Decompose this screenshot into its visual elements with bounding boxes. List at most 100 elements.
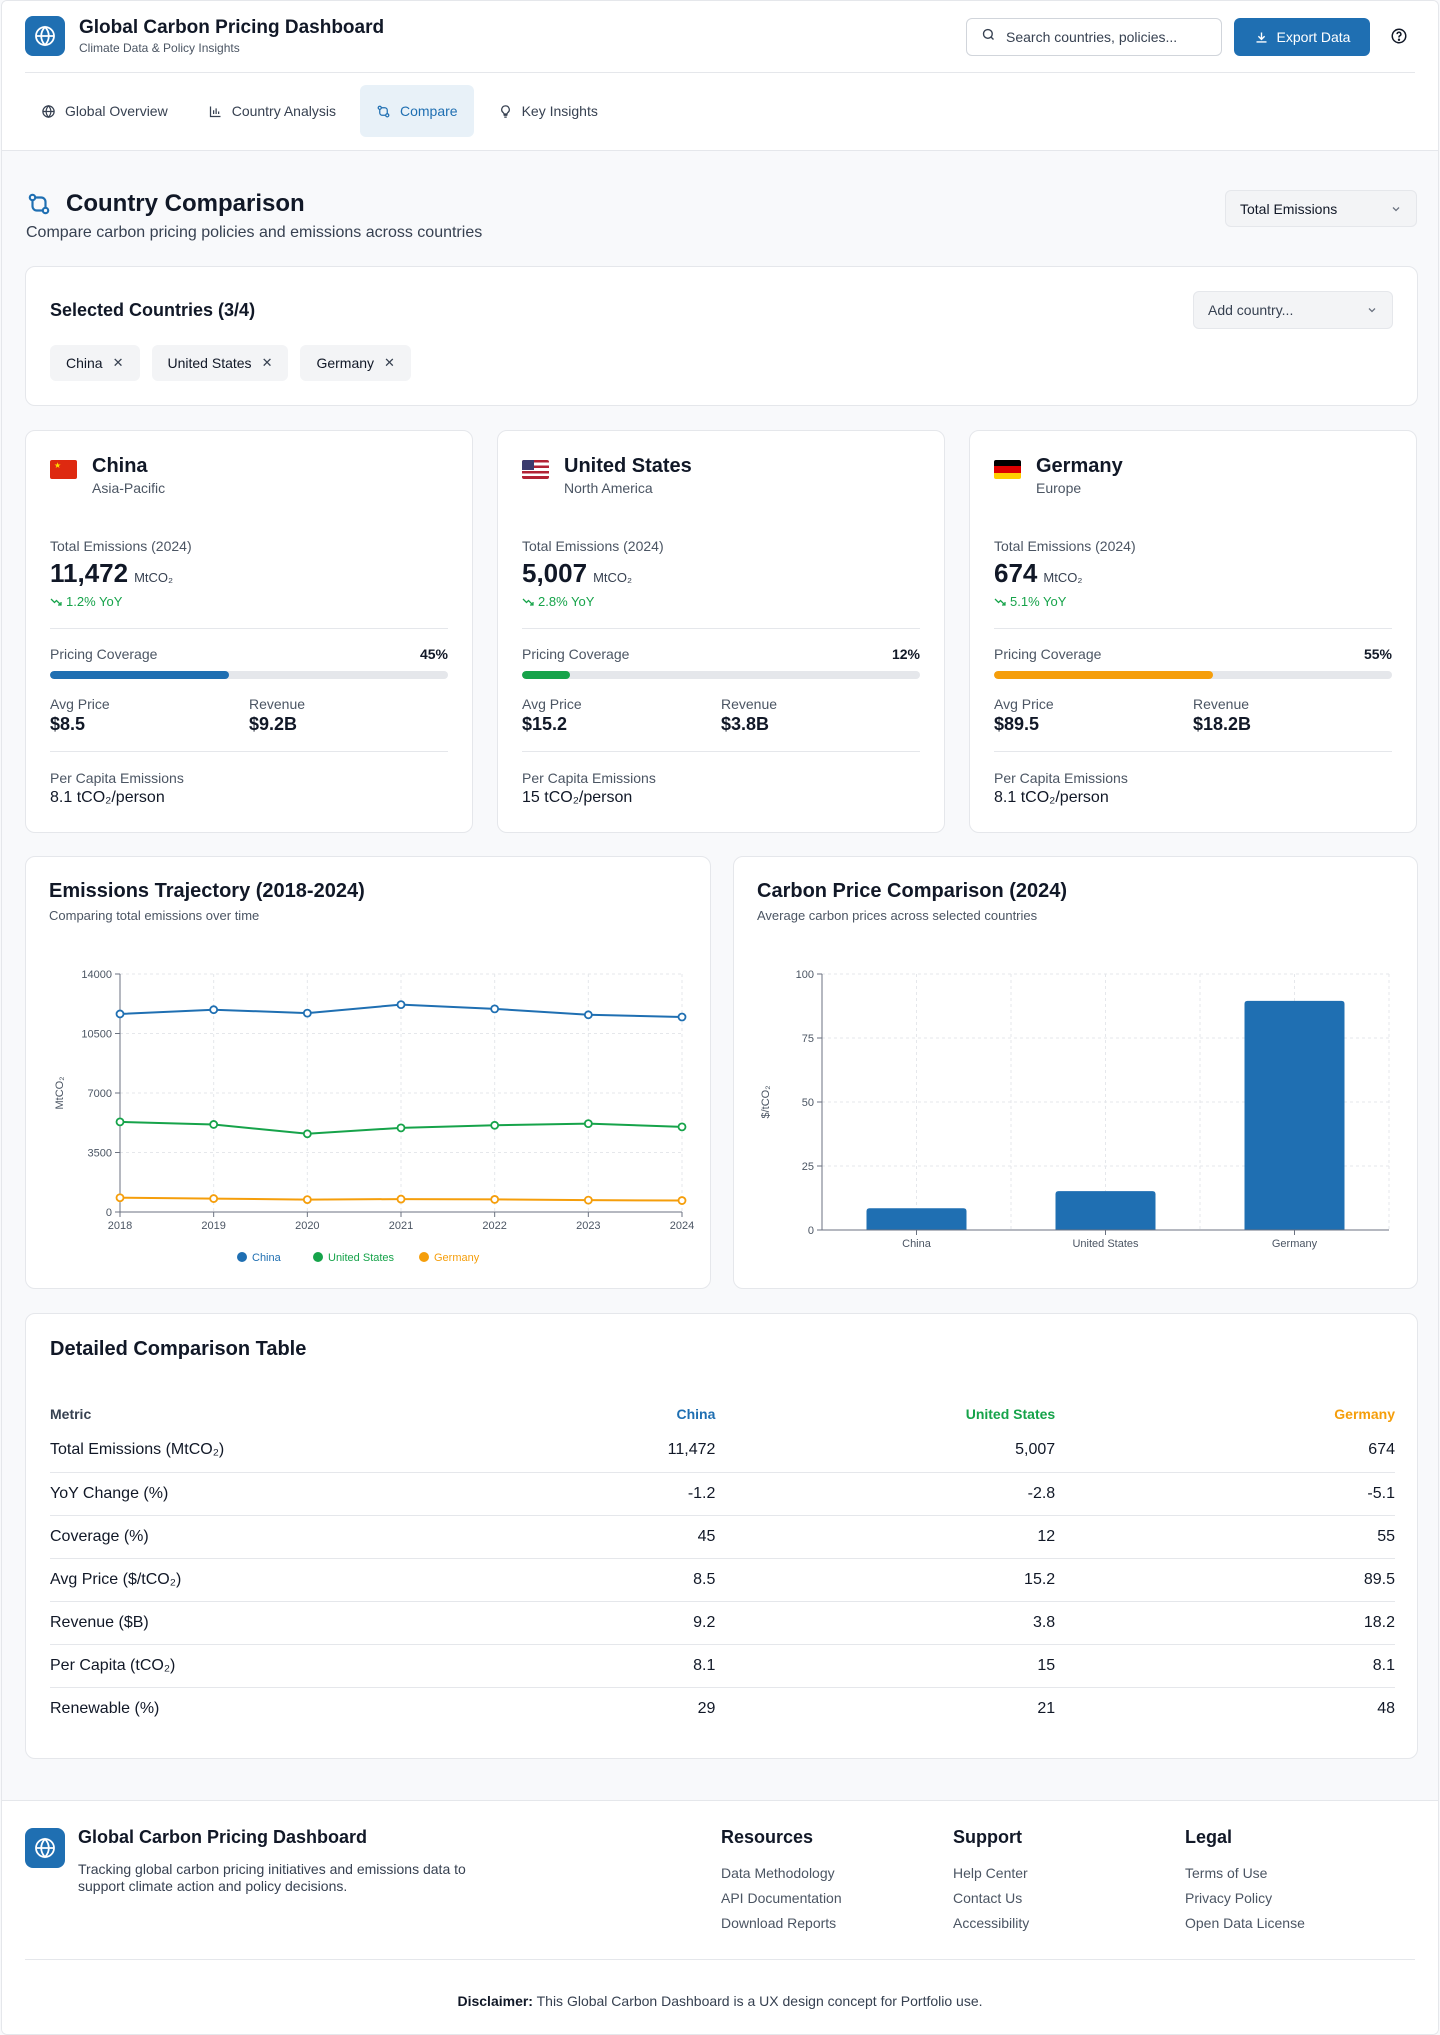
data-point <box>302 1195 312 1204</box>
search-input[interactable] <box>1006 29 1206 45</box>
country-name: Germany <box>1036 455 1123 477</box>
table-row: Avg Price ($/tCO₂) 8.5 15.2 89.5 <box>50 1558 1395 1602</box>
data-point <box>490 1004 500 1014</box>
emissions-trajectory-card: Emissions Trajectory (2018-2024) Compari… <box>25 856 711 1289</box>
table-row: YoY Change (%) -1.2 -2.8 -5.1 <box>50 1472 1395 1516</box>
total-emissions-label: Total Emissions (2024) <box>994 538 1136 554</box>
add-country-select[interactable]: Add country... <box>1193 291 1393 329</box>
y-tick-label: 25 <box>802 1161 814 1173</box>
y-tick-label: 50 <box>802 1097 814 1109</box>
yoy-change: 1.2% YoY <box>50 594 122 609</box>
country-name: China <box>92 455 148 477</box>
table-cell: 3.8 <box>715 1601 1056 1645</box>
footer-link[interactable]: Accessibility <box>953 1915 1030 1931</box>
total-emissions-value: 5,007 <box>522 558 588 588</box>
china-flag-icon: ★ <box>50 460 77 479</box>
table-row: Per Capita (tCO₂) 8.1 15 8.1 <box>50 1644 1395 1688</box>
yoy-value: 2.8% YoY <box>538 594 595 609</box>
country-card-united-states: United States North America Total Emissi… <box>497 430 945 833</box>
x-tick-label: 2023 <box>576 1220 600 1232</box>
x-tick-label: 2019 <box>201 1220 225 1232</box>
metric-select[interactable]: Total Emissions <box>1225 190 1417 227</box>
y-tick-label: 7000 <box>88 1088 112 1100</box>
footer-column-heading: Legal <box>1185 1827 1233 1847</box>
emissions-unit: MtCO₂ <box>134 570 174 585</box>
pricing-coverage-label: Pricing Coverage <box>50 646 158 662</box>
data-point <box>583 1119 593 1129</box>
divider <box>994 751 1392 752</box>
divider <box>522 628 920 629</box>
app-subtitle: Climate Data & Policy Insights <box>79 41 240 55</box>
export-data-button[interactable]: Export Data <box>1234 18 1370 56</box>
footer-link[interactable]: Open Data License <box>1185 1915 1305 1931</box>
footer-divider <box>25 1959 1415 1960</box>
footer-link[interactable]: Privacy Policy <box>1185 1890 1273 1906</box>
tab-compare[interactable]: Compare <box>359 85 474 137</box>
selected-countries-title: Selected Countries (3/4) <box>50 300 256 320</box>
add-country-placeholder: Add country... <box>1208 302 1294 318</box>
pricing-coverage-value: 12% <box>891 646 920 662</box>
table-title: Detailed Comparison Table <box>50 1338 307 1360</box>
divider <box>522 751 920 752</box>
search-box[interactable] <box>966 18 1222 56</box>
data-point <box>302 1008 312 1018</box>
footer-link[interactable]: API Documentation <box>721 1890 842 1906</box>
remove-chip-close-icon[interactable]: ✕ <box>112 355 124 370</box>
us-flag-icon <box>522 460 549 479</box>
per-capita-value: 8.1 tCO₂/person <box>994 789 1109 806</box>
trend-down-icon <box>50 597 62 607</box>
remove-chip-close-icon[interactable]: ✕ <box>384 355 395 370</box>
revenue-label: Revenue <box>249 696 306 712</box>
footer-link[interactable]: Terms of Use <box>1185 1865 1268 1881</box>
footer-column-legal: Legal Terms of Use Privacy Policy Open D… <box>1185 1827 1305 1936</box>
footer-link[interactable]: Contact Us <box>953 1890 1023 1906</box>
germany-flag-icon <box>994 460 1021 479</box>
per-capita-value: 15 tCO₂/person <box>522 789 633 806</box>
brand[interactable]: Global Carbon Pricing Dashboard Climate … <box>25 16 384 56</box>
footer-description: Tracking global carbon pricing initiativ… <box>78 1861 466 1894</box>
chevron-down-icon <box>1390 203 1402 215</box>
footer-link[interactable]: Data Methodology <box>721 1865 835 1881</box>
carbon-price-bar-chart: 0 25 50 75 100 China United States Germany $/tCO… <box>760 969 1390 1250</box>
footer-link[interactable]: Download Reports <box>721 1915 837 1931</box>
table-cell: Total Emissions (MtCO₂) <box>50 1429 355 1473</box>
table-cell: 8.5 <box>354 1558 716 1602</box>
avg-price-label: Avg Price <box>50 696 110 712</box>
table-cell: 12 <box>715 1515 1056 1559</box>
data-point <box>209 1005 219 1015</box>
disclaimer: Disclaimer: This Global Carbon Dashboard… <box>2 1993 1438 2009</box>
legend-label: United States <box>328 1252 395 1264</box>
country-chips: China ✕ United States ✕ Germany ✕ <box>50 345 423 381</box>
coverage-bar-fill <box>994 671 1213 679</box>
pricing-coverage-label: Pricing Coverage <box>522 646 630 662</box>
legend-marker <box>237 1252 247 1262</box>
footer-title: Global Carbon Pricing Dashboard <box>78 1827 368 1847</box>
table-cell: 55 <box>1055 1515 1395 1559</box>
per-capita-value: 8.1 tCO₂/person <box>50 789 165 806</box>
x-tick-label: 2020 <box>295 1220 319 1232</box>
tab-global-overview[interactable]: Global Overview <box>25 85 184 137</box>
avg-price-value: $8.5 <box>50 714 86 734</box>
table-cell: Revenue ($B) <box>50 1601 355 1645</box>
tab-country-analysis[interactable]: Country Analysis <box>192 85 352 137</box>
table-cell: 674 <box>1055 1429 1395 1473</box>
table-cell: 48 <box>1377 1699 1395 1717</box>
y-tick-label: 75 <box>802 1033 814 1045</box>
globe-logo-icon <box>25 1828 65 1868</box>
chart-subtitle: Average carbon prices across selected co… <box>757 908 1038 923</box>
download-icon <box>1254 30 1269 45</box>
tab-key-insights[interactable]: Key Insights <box>482 85 614 137</box>
remove-chip-close-icon[interactable]: ✕ <box>261 355 273 370</box>
data-point <box>490 1120 500 1130</box>
footer-link[interactable]: Help Center <box>953 1865 1028 1881</box>
emissions-unit: MtCO₂ <box>593 570 633 585</box>
footer-column-heading: Resources <box>721 1827 814 1847</box>
pricing-coverage-value: 45% <box>419 646 448 662</box>
column-header: Germany <box>1334 1406 1395 1422</box>
country-region: North America <box>564 480 653 496</box>
comparison-table-card: Detailed Comparison Table Metric China U… <box>25 1313 1418 1759</box>
y-tick-label: 3500 <box>88 1148 112 1160</box>
help-icon[interactable] <box>1390 27 1408 45</box>
data-point <box>583 1010 593 1020</box>
table-cell: YoY Change (%) <box>50 1472 355 1516</box>
